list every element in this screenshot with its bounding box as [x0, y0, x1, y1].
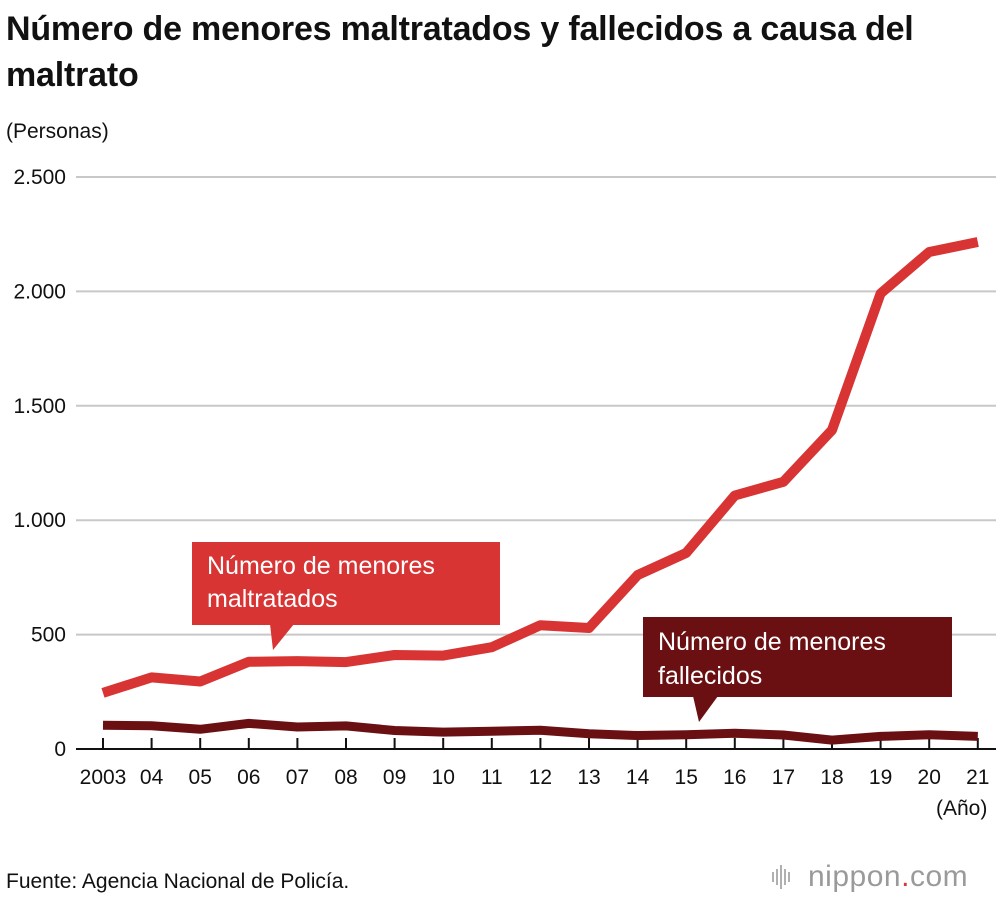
x-tick-label: 14	[626, 766, 650, 789]
brand-suffix: com	[909, 860, 969, 893]
callout-pointer	[693, 696, 718, 722]
x-tick-label: 21	[966, 766, 989, 789]
y-tick-label: 0	[54, 738, 66, 761]
x-tick-label: 11	[481, 766, 503, 789]
x-tick-label: 18	[820, 766, 843, 789]
series-line-1	[101, 237, 979, 698]
x-tick-label: 06	[237, 766, 260, 789]
y-tick-label: 1.500	[13, 395, 66, 418]
callout-label: fallecidos	[658, 662, 762, 690]
brand-logo[interactable]: nippon.com	[772, 860, 968, 894]
x-tick-label: 05	[189, 766, 212, 789]
source-note: Fuente: Agencia Nacional de Policía.	[6, 870, 350, 893]
x-tick-label: 17	[772, 766, 795, 789]
x-tick-label: 04	[140, 766, 164, 789]
brand-name: nippon	[808, 860, 902, 893]
x-tick-label: 15	[675, 766, 698, 789]
series-line-2	[102, 718, 978, 745]
x-tick-label: 10	[432, 766, 455, 789]
callout-label: Número de menores	[207, 552, 435, 580]
x-tick-label: 08	[334, 766, 357, 789]
x-tick-label: 13	[577, 766, 600, 789]
callout-pointer	[270, 624, 294, 650]
x-tick-label: 19	[869, 766, 892, 789]
y-tick-label: 2.500	[13, 166, 66, 189]
x-tick-label: 07	[286, 766, 309, 789]
callout-box	[643, 617, 952, 697]
x-tick-label: 09	[383, 766, 406, 789]
brand-wordmark: nippon.com	[808, 860, 968, 894]
brand-dot: .	[901, 860, 910, 893]
x-tick-label: 12	[529, 766, 552, 789]
x-tick-labels: 2003 04 05 06 07 08 09 10 11 12 13 14 15 16 17 18 19 20 21	[80, 766, 990, 789]
y-tick-label: 2.000	[13, 280, 66, 303]
x-tick-label: 2003	[80, 766, 127, 789]
callout-2: Número de menores fallecidos	[643, 617, 952, 722]
x-tick-label: 16	[723, 766, 746, 789]
y-tick-label: 500	[31, 624, 66, 647]
callout-1: Número de menores maltratados	[192, 542, 500, 650]
y-tick-label: 1.000	[13, 509, 66, 532]
chart-title: Número de menores maltratados y fallecid…	[6, 10, 914, 94]
series-lines	[101, 237, 979, 745]
y-axis-label: (Personas)	[6, 120, 109, 143]
x-axis-unit: (Año)	[936, 797, 988, 820]
brand-bars-icon	[772, 865, 800, 889]
callout-label: Número de menores	[658, 628, 886, 656]
x-tick-label: 20	[918, 766, 941, 789]
y-tick-labels: 0 500 1.000 1.500 2.000 2.500	[13, 166, 66, 761]
callout-box	[192, 542, 500, 625]
callout-label: maltratados	[207, 585, 338, 613]
